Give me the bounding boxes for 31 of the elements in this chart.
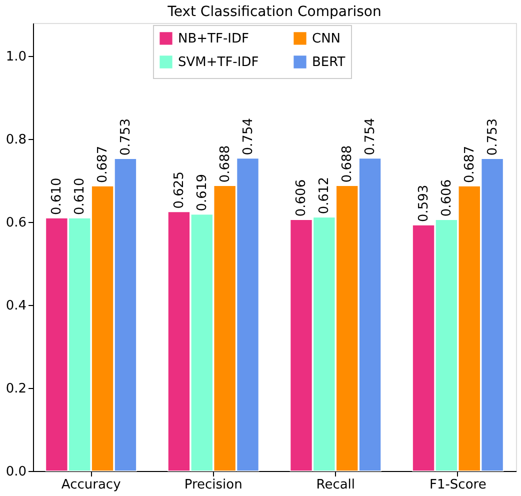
data-label: 0.593: [416, 184, 432, 222]
data-label: 0.687: [462, 146, 478, 184]
y-tick-label: 0.2: [6, 382, 26, 397]
data-label: 0.687: [96, 146, 111, 184]
y-tick-label: 0.0: [6, 464, 26, 480]
legend-label: CNN: [312, 31, 341, 46]
y-tick-label: 0.6: [6, 216, 26, 231]
legend-label: BERT: [312, 55, 346, 70]
data-label: 0.619: [194, 174, 210, 212]
data-label: 0.606: [294, 179, 310, 217]
data-label: 0.688: [218, 145, 233, 183]
data-label: 0.688: [340, 145, 356, 183]
x-tick-label: Precision: [184, 478, 242, 492]
y-tick-label: 0.4: [6, 298, 26, 314]
x-tick-label: Recall: [316, 478, 356, 492]
data-label: 0.753: [118, 118, 134, 156]
data-label: 0.612: [317, 176, 332, 214]
data-label: 0.625: [172, 172, 187, 209]
data-label: 0.753: [485, 118, 500, 156]
data-label: 0.610: [72, 178, 88, 215]
chart-title: Text Classification Comparison: [166, 4, 382, 20]
data-label: 0.610: [50, 178, 65, 215]
legend-label: SVM+TF-IDF: [178, 55, 259, 70]
data-label: 0.754: [363, 118, 378, 156]
y-tick-label: 0.8: [6, 132, 26, 148]
x-tick-label: F1-Score: [429, 478, 486, 492]
data-label: 0.606: [439, 179, 454, 217]
y-tick-label: 1.0: [6, 50, 26, 65]
legend-label: NB+TF-IDF: [178, 31, 249, 46]
x-tick-label: Accuracy: [61, 478, 122, 492]
data-label: 0.754: [240, 118, 256, 156]
